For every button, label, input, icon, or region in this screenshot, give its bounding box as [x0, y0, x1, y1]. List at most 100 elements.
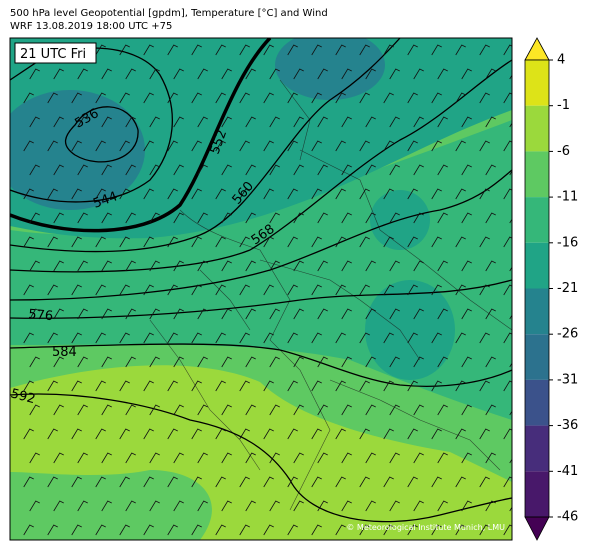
- wind-barb: [119, 284, 130, 296]
- wind-barb: [149, 356, 160, 368]
- wind-barb: [47, 284, 58, 296]
- wind-barb: [71, 332, 82, 344]
- wind-barb: [125, 212, 136, 224]
- wind-barb: [245, 260, 256, 272]
- wind-barb: [143, 380, 154, 392]
- wind-barb: [365, 356, 376, 368]
- wind-barb: [101, 212, 112, 224]
- wind-barb: [95, 44, 106, 56]
- temp-region: [275, 38, 385, 100]
- wind-barb: [149, 260, 160, 272]
- wind-barb: [413, 164, 424, 176]
- wind-barb: [383, 380, 394, 392]
- wind-barb: [143, 476, 154, 488]
- wind-barb: [23, 332, 34, 344]
- wind-barb: [461, 164, 472, 176]
- wind-barb: [317, 452, 328, 464]
- wind-barb: [455, 188, 466, 200]
- wind-barb: [311, 476, 322, 488]
- contour: [10, 47, 173, 203]
- wind-barb: [317, 164, 328, 176]
- wind-barb: [269, 452, 280, 464]
- wind-barb: [407, 44, 418, 56]
- wind-barb: [77, 452, 88, 464]
- wind-barb: [263, 92, 274, 104]
- wind-barb: [215, 188, 226, 200]
- wind-barb: [71, 188, 82, 200]
- contour: [10, 393, 512, 523]
- wind-barb: [215, 44, 226, 56]
- wind-barb: [77, 356, 88, 368]
- wind-barb: [503, 188, 512, 200]
- wind-barb: [119, 140, 130, 152]
- wind-barb: [341, 356, 352, 368]
- wind-barb: [317, 308, 328, 320]
- wind-barb: [149, 404, 160, 416]
- wind-barb: [77, 212, 88, 224]
- wind-barb: [293, 164, 304, 176]
- temp-region: [10, 365, 512, 540]
- wind-barb: [485, 452, 496, 464]
- wind-barb: [53, 356, 64, 368]
- wind-barb: [245, 68, 256, 80]
- wind-barb: [53, 212, 64, 224]
- wind-barb: [461, 404, 472, 416]
- colorbar-tick-label: -6: [557, 144, 570, 159]
- wind-barb: [101, 164, 112, 176]
- wind-barb: [197, 452, 208, 464]
- wind-barb: [215, 380, 226, 392]
- wind-barb: [95, 332, 106, 344]
- colorbar-tick-label: -11: [557, 190, 578, 205]
- wind-barb: [317, 356, 328, 368]
- wind-barb: [191, 188, 202, 200]
- wind-barb: [149, 500, 160, 512]
- wind-barb: [125, 452, 136, 464]
- wind-barb: [389, 260, 400, 272]
- wind-barb: [167, 524, 178, 536]
- wind-barb: [101, 452, 112, 464]
- wind-barb: [77, 116, 88, 128]
- wind-barb: [23, 92, 34, 104]
- wind-barb: [215, 524, 226, 536]
- wind-barb: [503, 524, 512, 536]
- wind-barb: [479, 140, 490, 152]
- wind-barb: [311, 284, 322, 296]
- wind-barb: [431, 92, 442, 104]
- wind-barb: [383, 44, 394, 56]
- wind-barb: [461, 212, 472, 224]
- wind-barb: [29, 404, 40, 416]
- wind-barb: [437, 116, 448, 128]
- wind-barb: [341, 500, 352, 512]
- wind-barb: [335, 44, 346, 56]
- wind-barb: [503, 284, 512, 296]
- wind-barb: [263, 188, 274, 200]
- wind-barb: [479, 44, 490, 56]
- wind-barb: [143, 92, 154, 104]
- wind-barb: [29, 356, 40, 368]
- wind-barb: [431, 140, 442, 152]
- wind-barb: [341, 68, 352, 80]
- wind-barb: [479, 428, 490, 440]
- wind-barb: [215, 92, 226, 104]
- wind-barb: [287, 236, 298, 248]
- wind-barb: [71, 524, 82, 536]
- wind-barb: [341, 260, 352, 272]
- wind-barb: [95, 236, 106, 248]
- wind-barb: [431, 476, 442, 488]
- wind-barb: [197, 68, 208, 80]
- wind-barb: [437, 164, 448, 176]
- wind-barb: [167, 476, 178, 488]
- colorbar-tick-label: -36: [557, 418, 578, 433]
- wind-barb: [503, 332, 512, 344]
- wind-barb: [47, 380, 58, 392]
- wind-barb: [311, 524, 322, 536]
- wind-barb: [263, 284, 274, 296]
- wind-barb: [23, 236, 34, 248]
- wind-barb: [239, 476, 250, 488]
- credit: © Meteorological Institute Munich, LMU: [346, 523, 505, 532]
- wind-barb: [413, 212, 424, 224]
- wind-barb: [479, 92, 490, 104]
- wind-barb: [479, 380, 490, 392]
- wind-barb: [119, 428, 130, 440]
- wind-barb: [503, 428, 512, 440]
